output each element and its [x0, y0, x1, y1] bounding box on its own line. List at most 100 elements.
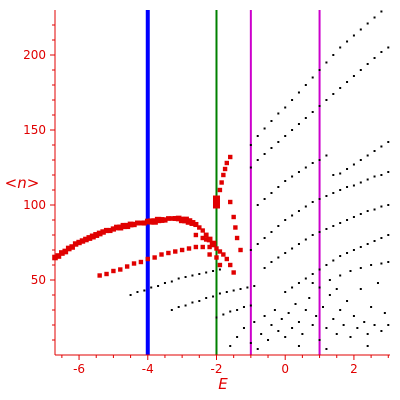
data-point: [277, 256, 280, 259]
data-point: [359, 159, 362, 161]
data-point: [236, 309, 239, 311]
data-point: [318, 268, 321, 271]
y-tick-label: 150: [23, 123, 46, 137]
data-point: [197, 225, 202, 230]
data-point: [138, 259, 144, 265]
data-point: [277, 225, 280, 227]
data-point: [117, 224, 124, 231]
data-point: [277, 141, 280, 143]
data-point: [86, 235, 93, 241]
data-point: [352, 75, 355, 77]
data-point: [221, 252, 226, 257]
data-point: [270, 192, 273, 194]
data-point: [339, 87, 342, 89]
data-point: [141, 220, 147, 226]
data-point: [76, 239, 82, 246]
data-point: [100, 229, 106, 235]
data-point: [297, 321, 300, 323]
data-point: [328, 279, 331, 281]
data-point: [129, 294, 132, 296]
data-point: [294, 303, 297, 305]
data-point: [221, 172, 226, 178]
data-point: [222, 313, 225, 316]
data-point: [173, 249, 178, 254]
data-point: [218, 292, 221, 295]
data-point: [291, 175, 294, 178]
data-point: [370, 306, 373, 308]
data-point: [284, 219, 287, 221]
data-point: [387, 46, 390, 49]
data-point: [263, 127, 266, 130]
data-point: [189, 220, 196, 226]
data-point: [107, 227, 113, 234]
data-point: [120, 222, 127, 230]
data-point: [177, 306, 180, 308]
data-point: [154, 216, 162, 224]
data-point: [62, 248, 69, 255]
data-point: [124, 222, 131, 230]
data-point: [346, 252, 349, 254]
data-point: [263, 315, 266, 317]
data-point: [69, 244, 75, 250]
data-point: [214, 255, 219, 260]
data-point: [184, 304, 187, 307]
data-point: [249, 304, 252, 307]
data-point: [263, 237, 266, 239]
data-point: [315, 315, 318, 317]
data-point: [380, 262, 383, 265]
data-point: [318, 159, 321, 161]
data-point: [328, 294, 331, 296]
x-tick-label: 2: [350, 362, 358, 376]
data-point: [270, 324, 273, 326]
data-point: [280, 318, 283, 320]
data-point: [380, 237, 383, 239]
data-point: [318, 69, 321, 71]
data-point: [373, 324, 376, 326]
x-axis-title: E: [218, 375, 228, 393]
data-point: [352, 163, 355, 166]
data-point: [380, 205, 383, 208]
data-point: [150, 286, 153, 289]
data-point: [162, 217, 168, 223]
data-point: [270, 261, 273, 263]
data-point: [352, 249, 355, 251]
data-point: [373, 208, 376, 211]
data-point: [311, 282, 314, 284]
data-point: [212, 295, 215, 298]
data-point: [200, 244, 205, 250]
data-point: [148, 218, 155, 225]
data-point: [231, 270, 236, 275]
data-point: [311, 273, 314, 275]
data-point: [291, 214, 294, 217]
data-point: [185, 218, 193, 225]
data-point: [359, 69, 362, 71]
data-point: [157, 285, 160, 287]
data-point: [273, 309, 276, 311]
data-point: [332, 225, 335, 227]
data-point: [231, 214, 236, 220]
data-point: [356, 327, 359, 329]
data-point: [318, 339, 321, 341]
data-point: [205, 271, 208, 274]
reference-lines: [145, 10, 321, 355]
data-point: [363, 321, 366, 323]
data-point: [124, 264, 130, 269]
data-point: [325, 61, 328, 64]
data-point: [346, 186, 349, 188]
data-point: [191, 301, 194, 304]
data-point: [127, 221, 134, 228]
data-point: [89, 233, 96, 240]
data-point: [175, 215, 182, 222]
data-point: [297, 171, 300, 173]
data-point: [387, 234, 390, 236]
x-tick-label: -2: [211, 362, 223, 376]
data-point: [325, 99, 328, 101]
data-point: [366, 154, 369, 157]
data-point: [277, 186, 280, 188]
data-point: [383, 312, 386, 314]
data-point: [352, 315, 355, 317]
data-point: [207, 244, 212, 250]
data-point: [131, 261, 137, 266]
data-point: [284, 180, 287, 182]
data-point: [291, 327, 294, 329]
